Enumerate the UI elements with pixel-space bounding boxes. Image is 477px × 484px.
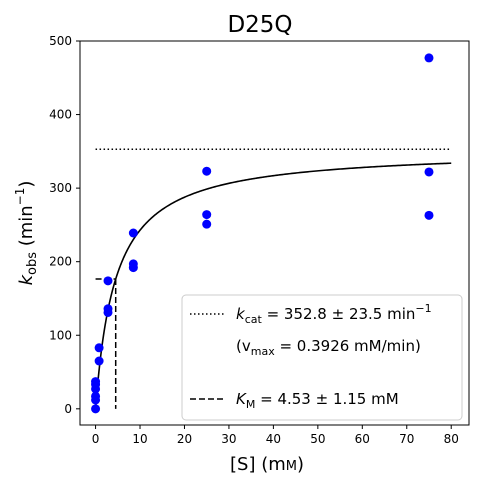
- chart-title: D25Q: [227, 12, 292, 38]
- data-point: [94, 343, 104, 353]
- data-points: [91, 53, 434, 414]
- data-point: [103, 276, 113, 286]
- x-tick-label: 10: [132, 432, 147, 446]
- y-axis-label: kobs (min−1): [13, 181, 40, 286]
- x-axis-label: [S] (mM): [230, 454, 304, 475]
- y-tick-label: 500: [49, 34, 72, 48]
- y-tick-label: 200: [49, 255, 72, 269]
- legend-km-text: KM = 4.53 ± 1.15 mM: [236, 390, 399, 411]
- legend-kcat-text: kcat = 352.8 ± 23.5 min−1: [236, 302, 432, 326]
- y-tick-label: 0: [64, 402, 72, 416]
- data-point: [128, 259, 138, 269]
- data-point: [202, 166, 212, 176]
- legend-vmax-text: (vmax = 0.3926 mM/min): [236, 337, 421, 358]
- x-tick-label: 50: [310, 432, 325, 446]
- y-tick-label: 300: [49, 181, 72, 195]
- x-tick-label: 60: [355, 432, 370, 446]
- legend: kcat = 352.8 ± 23.5 min−1 (vmax = 0.3926…: [181, 294, 463, 421]
- data-point: [94, 356, 104, 366]
- data-point: [91, 404, 101, 414]
- y-axis-ticks: 0 100 200 300 400 500: [49, 34, 80, 416]
- x-tick-label: 80: [444, 432, 459, 446]
- data-point: [103, 304, 113, 314]
- data-point: [128, 228, 138, 238]
- x-axis-ticks: 0 10 20 30 40 50 60 70 80: [92, 425, 459, 446]
- data-point: [91, 377, 101, 387]
- data-point: [424, 53, 434, 63]
- data-point: [424, 210, 434, 220]
- x-tick-label: 0: [92, 432, 100, 446]
- x-tick-label: 30: [221, 432, 236, 446]
- x-tick-label: 40: [266, 432, 281, 446]
- data-point: [424, 167, 434, 177]
- x-tick-label: 20: [177, 432, 192, 446]
- fit-curve: [94, 162, 452, 409]
- data-point: [91, 391, 101, 401]
- y-tick-label: 100: [49, 328, 72, 342]
- plot-frame: [79, 40, 470, 426]
- x-tick-label: 70: [399, 432, 414, 446]
- data-point: [202, 219, 212, 229]
- data-point: [202, 210, 212, 220]
- y-tick-label: 400: [49, 108, 72, 122]
- legend-box: [181, 294, 463, 421]
